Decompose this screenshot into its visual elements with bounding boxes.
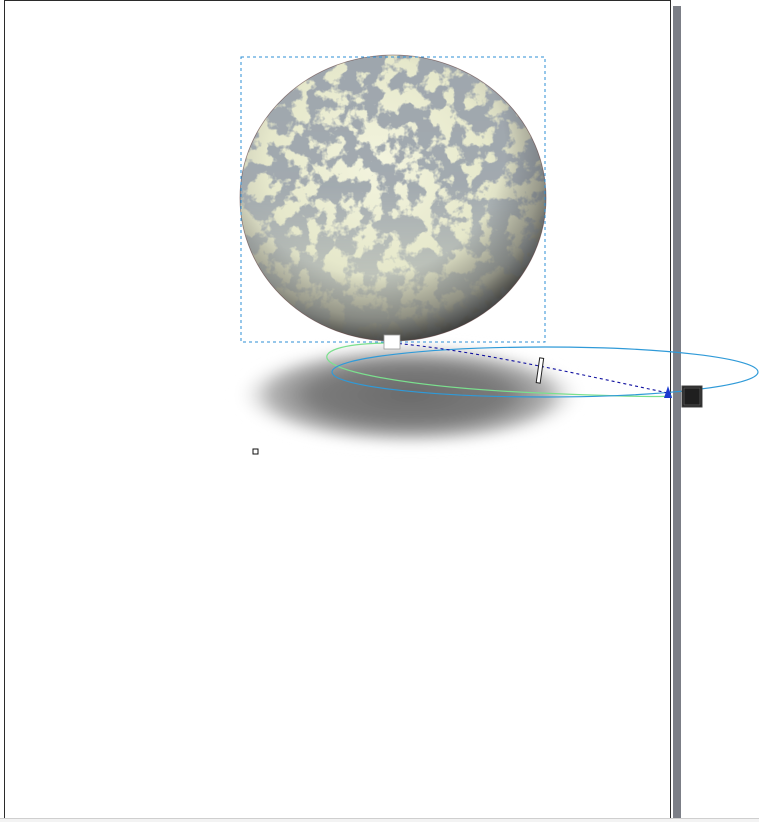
shadow-end-handle-inner [683, 387, 701, 406]
shadow-orbit-path[interactable] [331, 346, 759, 398]
shadow-direction-vector [392, 342, 669, 394]
page-drop-shadow [673, 6, 681, 822]
anchor-point[interactable] [252, 448, 259, 455]
vector-arrow-head [664, 386, 672, 398]
shadow-end-handle[interactable] [681, 385, 703, 408]
shadow-start-handle[interactable] [383, 334, 401, 350]
horizontal-scrollbar-track[interactable] [0, 818, 759, 822]
marbled-sphere[interactable] [238, 53, 550, 347]
drop-shadow[interactable] [235, 343, 585, 447]
opacity-slider-handle[interactable] [535, 357, 545, 384]
light-direction-guide [326, 342, 673, 397]
